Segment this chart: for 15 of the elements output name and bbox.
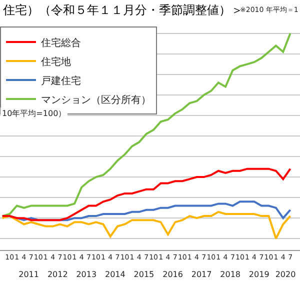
legend-label: 戸建住宅 <box>41 74 81 87</box>
legend-label: 住宅地 <box>41 56 71 68</box>
x2-tick-label: 2016 <box>162 270 183 279</box>
x2-tick-label: 2012 <box>47 270 68 279</box>
x2-tick-label: 2011 <box>18 270 39 279</box>
x2-tick-label: 2013 <box>76 270 97 279</box>
x2-tick-label: 2015 <box>134 270 154 279</box>
x2-tick-label: 2018 <box>220 270 240 279</box>
x2-tick-label: 2014 <box>104 270 126 279</box>
legend-label: 住宅総合 <box>41 36 81 49</box>
legend-label: マンション（区分所有） <box>41 94 151 106</box>
x2-tick-label: 2020 <box>275 270 296 279</box>
annotation: 10年平均=100） <box>2 109 66 118</box>
x2-tick-label: 2019 <box>248 270 270 279</box>
x2-tick-label: 2017 <box>191 270 212 279</box>
